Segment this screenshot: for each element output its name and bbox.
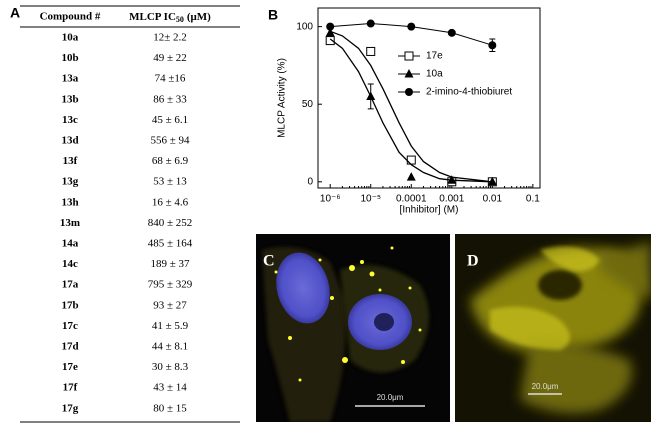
marker	[405, 88, 413, 96]
ic50: 41 ± 5.9	[152, 320, 189, 332]
panel-label: A	[10, 5, 20, 21]
fit-curve	[329, 38, 493, 183]
marker	[326, 22, 335, 31]
x-axis-label: [Inhibitor] (M)	[400, 205, 459, 216]
y-axis-label: MLCP Activity (%)	[277, 58, 288, 138]
compound: 14a	[62, 238, 79, 250]
header-sub: 50	[176, 15, 184, 24]
marker	[325, 27, 335, 37]
x-tick-label: 0.001	[439, 194, 464, 205]
x-tick-label: 0.0001	[396, 194, 427, 205]
x-tick-label: 0.1	[526, 194, 540, 205]
ic50: 485 ± 164	[148, 238, 193, 250]
ic50: 49 ± 22	[153, 52, 187, 64]
panel-label: B	[268, 7, 278, 23]
header-text: MLCP IC	[129, 11, 176, 23]
chart: 10⁻⁶ 10⁻⁵ 0.0001 0.001 0.01 0.1 0 50 100 [Inhibit…	[277, 7, 541, 216]
panel-label: D	[467, 253, 479, 270]
table-header: Compound #	[40, 11, 101, 23]
marker	[487, 176, 497, 186]
x-tick-label: 10⁻⁶	[320, 194, 341, 205]
marker	[407, 22, 416, 31]
marker	[406, 172, 416, 181]
compound: 17e	[62, 361, 78, 373]
marker	[404, 51, 414, 61]
ic50: 12± 2.2	[153, 32, 187, 44]
compound: 17b	[61, 299, 78, 311]
ic50: 16 ± 4.6	[152, 196, 189, 208]
fit-curve	[329, 30, 493, 183]
ic50: 68 ± 6.9	[152, 155, 189, 167]
marker	[406, 155, 416, 165]
ic50: 189 ± 37	[150, 258, 190, 270]
ic50: 74 ±16	[155, 73, 186, 85]
ic50: 93 ± 27	[153, 299, 187, 311]
compound: 13f	[63, 155, 78, 167]
scale-bar-label: 20.0μm	[532, 382, 559, 391]
plot-frame	[317, 7, 541, 189]
y-tick-label: 100	[296, 21, 313, 32]
nucleolus	[374, 313, 394, 331]
panel-label: C	[263, 253, 275, 270]
marker	[404, 69, 414, 78]
x-tick-label: 10⁻⁵	[360, 194, 381, 205]
ic50: 44 ± 8.1	[152, 341, 188, 353]
compound: 13b	[61, 93, 78, 105]
ic50: 86 ± 33	[153, 93, 187, 105]
legend-label: 10a	[426, 69, 443, 80]
compound: 14c	[62, 258, 78, 270]
ic50: 53 ± 13	[153, 176, 187, 188]
compound: 17d	[61, 341, 78, 353]
ic50: 80 ± 15	[153, 402, 187, 414]
legend-label: 17e	[426, 51, 443, 62]
marker	[447, 175, 457, 184]
cell	[520, 340, 632, 414]
y-tick-label: 50	[302, 99, 314, 110]
compound: 10a	[62, 32, 79, 44]
compound: 13c	[62, 114, 78, 126]
ic50: 45 ± 6.1	[152, 114, 188, 126]
ic50: 30 ± 8.3	[152, 361, 189, 373]
marker	[366, 91, 376, 100]
compound: 13m	[60, 217, 80, 229]
micrograph-c: 20.0μm C	[256, 234, 450, 422]
compound: 17a	[62, 279, 79, 291]
x-tick-label: 0.01	[483, 194, 503, 205]
ic50: 795 ± 329	[148, 279, 193, 291]
puncta	[274, 246, 422, 382]
nucleus	[538, 270, 582, 300]
nucleus	[276, 252, 330, 324]
header-unit: (μM)	[187, 11, 211, 23]
ic50: 43 ± 14	[153, 382, 187, 394]
compound: 17c	[62, 320, 78, 332]
compound: 13g	[62, 176, 79, 188]
scale-bar-label: 20.0μm	[377, 393, 404, 402]
table-body: 10a 12± 2.2 10b 49 ± 22 13a 74 ±16 13b 86 ± 33 1…	[60, 32, 193, 415]
ic50: 556 ± 94	[150, 135, 190, 147]
cell-bright	[490, 306, 570, 350]
table-header: MLCP IC50 (μM)	[129, 11, 211, 24]
compound: 17g	[62, 402, 79, 414]
marker	[447, 28, 456, 37]
micrograph-d: 20.0μm D	[455, 234, 651, 422]
marker	[366, 19, 375, 28]
legend-label: 2-imino-4-thiobiuret	[426, 87, 512, 98]
marker	[366, 46, 376, 56]
compound: 10b	[61, 52, 78, 64]
y-tick-label: 0	[307, 176, 313, 187]
compound: 13a	[62, 73, 79, 85]
cell-bright	[540, 246, 600, 272]
ic50: 840 ± 252	[148, 217, 193, 229]
compound: 13d	[61, 135, 78, 147]
compound: 17f	[63, 382, 78, 394]
marker	[325, 36, 335, 46]
cell	[600, 240, 651, 300]
compound: 13h	[61, 196, 78, 208]
marker	[488, 41, 497, 50]
